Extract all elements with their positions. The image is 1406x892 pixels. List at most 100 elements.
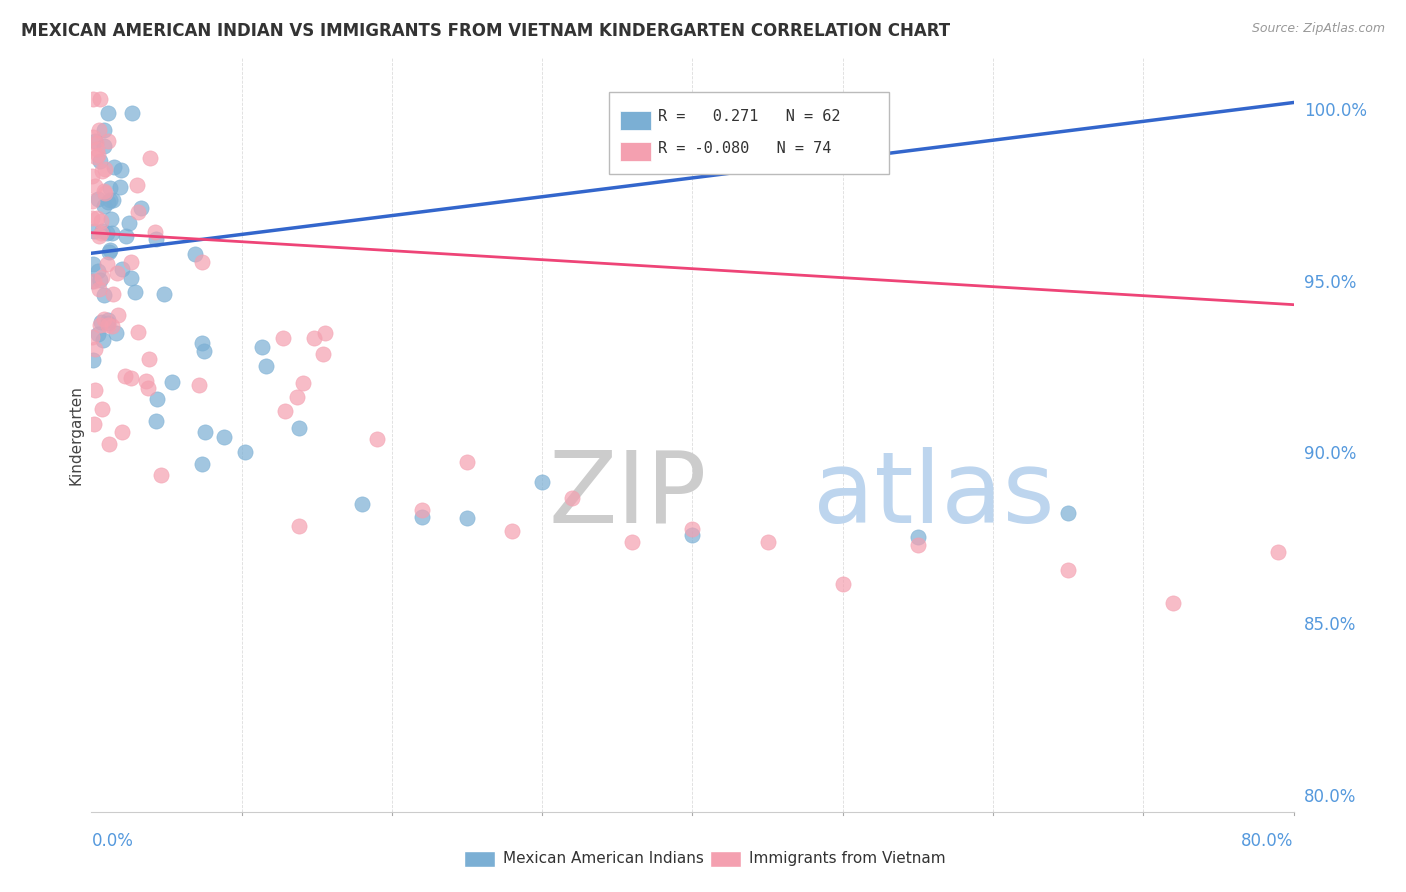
Point (101, 286, 124, 301)
Point (1057, 506, 1080, 520)
Point (302, 331, 325, 345)
Point (93, 123, 115, 137)
Point (87, 123, 110, 137)
Text: MEXICAN AMERICAN INDIAN VS IMMIGRANTS FROM VIETNAM KINDERGARTEN CORRELATION CHAR: MEXICAN AMERICAN INDIAN VS IMMIGRANTS FR… (21, 22, 950, 40)
Point (456, 455, 478, 469)
Point (115, 229, 138, 244)
Point (91, 270, 114, 285)
Point (91, 401, 114, 416)
Point (271, 330, 294, 344)
Point (120, 254, 142, 268)
Point (150, 468, 173, 483)
Point (212, 430, 235, 444)
Point (288, 519, 311, 533)
Point (87, 327, 110, 342)
Point (84, 384, 107, 398)
Point (87, 192, 110, 206)
Point (907, 538, 929, 552)
Y-axis label: Kindergarten: Kindergarten (67, 385, 83, 484)
Point (84, 150, 107, 164)
Point (105, 326, 128, 340)
Point (98, 194, 121, 208)
Point (83, 224, 105, 238)
Point (90, 164, 112, 178)
Point (561, 491, 583, 505)
Point (84, 178, 107, 193)
Text: Mexican American Indians: Mexican American Indians (503, 851, 704, 865)
Point (82, 92, 104, 106)
Point (80, 211, 103, 225)
Point (194, 425, 217, 439)
Point (183, 247, 205, 261)
Point (87, 228, 110, 243)
Point (129, 201, 152, 215)
Point (145, 414, 167, 428)
Point (287, 421, 309, 435)
Point (93, 199, 115, 213)
Point (152, 286, 174, 301)
Point (188, 378, 211, 392)
Point (89, 154, 111, 169)
Point (89, 92, 111, 106)
Text: Immigrants from Vietnam: Immigrants from Vietnam (749, 851, 946, 865)
Point (101, 193, 124, 207)
Point (127, 205, 149, 219)
Point (86, 148, 108, 162)
Point (80, 194, 103, 208)
Text: 80.0%: 80.0% (1241, 832, 1294, 850)
Point (96, 226, 118, 240)
Point (411, 509, 433, 524)
Point (312, 346, 335, 360)
Point (97, 318, 120, 332)
Point (86, 142, 108, 156)
Point (139, 151, 162, 165)
Point (82, 130, 104, 145)
Point (84, 136, 107, 150)
Point (90, 214, 112, 228)
Point (273, 404, 295, 418)
Point (114, 368, 136, 383)
Point (254, 359, 277, 373)
Point (93, 312, 115, 326)
Point (100, 212, 122, 227)
Point (94, 186, 117, 201)
Point (138, 352, 160, 367)
Point (110, 180, 132, 194)
Text: atlas: atlas (813, 447, 1054, 543)
Point (124, 285, 146, 299)
Point (86, 264, 108, 278)
Point (91, 333, 114, 347)
Point (94, 162, 117, 177)
Point (162, 376, 184, 390)
Point (90, 226, 112, 240)
Point (111, 261, 134, 276)
Point (145, 392, 167, 406)
Point (756, 535, 779, 549)
Point (96, 257, 118, 271)
Point (107, 308, 129, 322)
Point (235, 445, 257, 459)
Point (110, 163, 132, 178)
Point (191, 255, 214, 269)
Point (191, 335, 214, 350)
Point (97, 437, 120, 451)
Text: ZIP: ZIP (548, 447, 707, 543)
Point (100, 319, 122, 334)
Point (193, 343, 215, 358)
Point (191, 457, 214, 471)
Point (83, 274, 105, 288)
Point (120, 371, 142, 385)
Point (80, 274, 103, 288)
Point (135, 374, 157, 388)
Point (314, 326, 336, 340)
Point (118, 216, 141, 230)
Point (105, 266, 128, 280)
Point (1267, 545, 1289, 559)
Point (366, 432, 388, 446)
Point (411, 503, 433, 517)
Point (103, 160, 125, 174)
Point (97, 105, 120, 120)
Point (97, 316, 120, 330)
Point (681, 522, 703, 536)
Point (82, 257, 104, 271)
